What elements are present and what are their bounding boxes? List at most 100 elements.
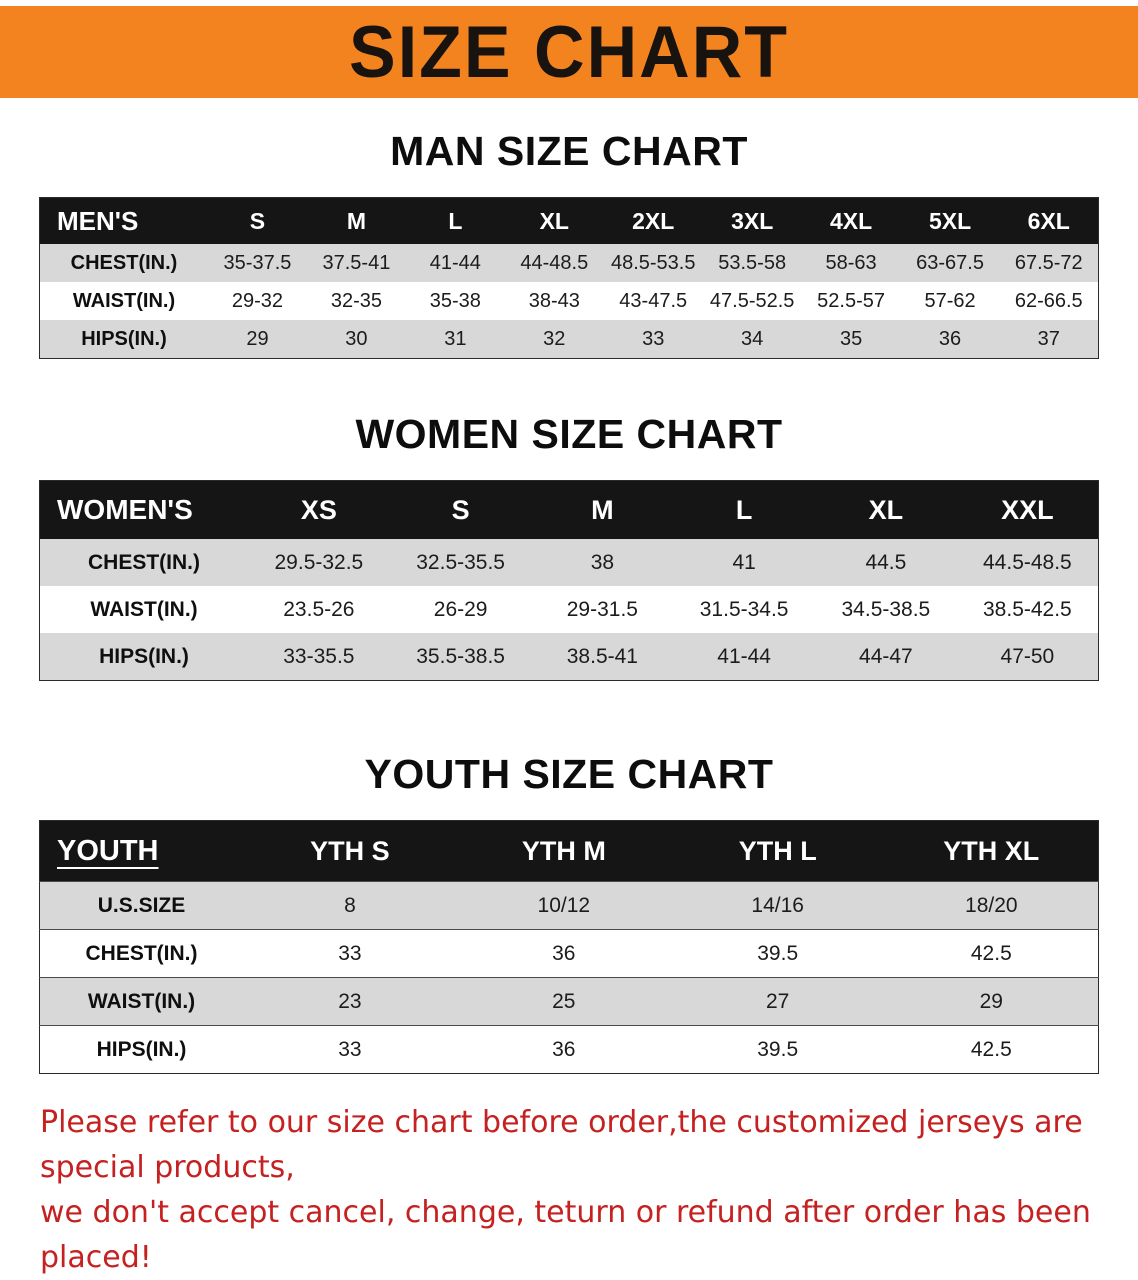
disclaimer-line-2: we don't accept cancel, change, teturn o… <box>40 1195 1091 1275</box>
table-title-cell: WOMEN'S <box>39 480 248 539</box>
column-header: M <box>306 197 406 244</box>
column-header: 2XL <box>603 197 703 244</box>
column-header: M <box>531 480 674 539</box>
table-cell: 31 <box>405 320 505 359</box>
banner: SIZE CHART <box>0 6 1138 98</box>
column-header: 5XL <box>900 197 1000 244</box>
table-cell: 27 <box>670 977 885 1026</box>
table-cell: 33 <box>243 929 457 978</box>
table-cell: 44-47 <box>815 633 957 681</box>
column-header: YTH XL <box>884 820 1099 882</box>
table-cell: 39.5 <box>670 929 885 978</box>
table-cell: 34 <box>702 320 802 359</box>
youth-section: YOUTH SIZE CHART YOUTH YTH S YTH M YTH L YTH… <box>0 751 1138 1074</box>
table-cell: 44-48.5 <box>504 244 604 282</box>
column-header: XS <box>248 480 390 539</box>
table-cell: 36 <box>900 320 1000 359</box>
men-size-table: MEN'S S M L XL 2XL 3XL 4XL 5XL 6XL CHEST(IN.) 35-37… <box>39 197 1099 359</box>
table-row: CHEST(IN.) 35-37.5 37.5-41 41-44 44-48.5 48.5… <box>39 244 1099 282</box>
table-cell: 31.5-34.5 <box>673 586 815 633</box>
column-header: XXL <box>956 480 1099 539</box>
table-cell: 37 <box>999 320 1099 359</box>
column-header: S <box>208 197 307 244</box>
column-header: 3XL <box>702 197 802 244</box>
table-cell: 41 <box>673 539 815 586</box>
table-row: HIPS(IN.) 29 30 31 32 33 34 35 36 37 <box>39 320 1099 359</box>
table-row: CHEST(IN.) 33 36 39.5 42.5 <box>39 929 1099 978</box>
table-cell: 38 <box>531 539 674 586</box>
table-cell: 25 <box>456 977 671 1026</box>
column-header: L <box>405 197 505 244</box>
table-cell: 35-37.5 <box>208 244 307 282</box>
table-cell: 37.5-41 <box>306 244 406 282</box>
row-label: HIPS(IN.) <box>39 633 248 681</box>
column-header: 6XL <box>999 197 1099 244</box>
table-cell: 35 <box>801 320 901 359</box>
table-cell: 62-66.5 <box>999 282 1099 320</box>
table-cell: 47-50 <box>956 633 1099 681</box>
table-cell: 38.5-41 <box>531 633 674 681</box>
table-cell: 41-44 <box>405 244 505 282</box>
table-cell: 29 <box>208 320 307 359</box>
table-cell: 26-29 <box>389 586 532 633</box>
column-header: XL <box>815 480 957 539</box>
men-section: MAN SIZE CHART MEN'S S M L XL 2XL 3XL 4XL 5XL 6XL… <box>0 128 1138 359</box>
table-cell: 57-62 <box>900 282 1000 320</box>
table-title-cell: YOUTH <box>39 820 243 882</box>
table-cell: 47.5-52.5 <box>702 282 802 320</box>
table-cell: 35.5-38.5 <box>389 633 532 681</box>
table-cell: 41-44 <box>673 633 815 681</box>
row-label: CHEST(IN.) <box>39 929 243 978</box>
table-cell: 42.5 <box>884 1025 1099 1074</box>
page-title: SIZE CHART <box>349 11 789 93</box>
row-label: HIPS(IN.) <box>39 320 208 359</box>
column-header: YTH M <box>456 820 671 882</box>
row-label: WAIST(IN.) <box>39 586 248 633</box>
table-cell: 35-38 <box>405 282 505 320</box>
table-row: HIPS(IN.) 33-35.5 35.5-38.5 38.5-41 41-44 44-… <box>39 633 1099 681</box>
table-cell: 33 <box>603 320 703 359</box>
row-label: CHEST(IN.) <box>39 244 208 282</box>
table-cell: 23.5-26 <box>248 586 390 633</box>
women-section: WOMEN SIZE CHART WOMEN'S XS S M L XL XXL CHEST(… <box>0 411 1138 681</box>
table-cell: 36 <box>456 929 671 978</box>
youth-section-heading: YOUTH SIZE CHART <box>364 751 774 797</box>
table-row: WAIST(IN.) 29-32 32-35 35-38 38-43 43-47.5 47.… <box>39 282 1099 320</box>
table-cell: 44.5-48.5 <box>956 539 1099 586</box>
table-cell: 33-35.5 <box>248 633 390 681</box>
women-size-table: WOMEN'S XS S M L XL XXL CHEST(IN.) 29.5-32.5 32.5… <box>39 480 1099 681</box>
disclaimer-line-1: Please refer to our size chart before or… <box>40 1105 1083 1185</box>
table-row: WAIST(IN.) 23.5-26 26-29 29-31.5 31.5-34.5 34… <box>39 586 1099 633</box>
row-label: WAIST(IN.) <box>39 282 208 320</box>
table-title-cell: MEN'S <box>39 197 208 244</box>
table-cell: 34.5-38.5 <box>815 586 957 633</box>
table-cell: 38-43 <box>504 282 604 320</box>
row-label: U.S.SIZE <box>39 881 243 930</box>
table-cell: 52.5-57 <box>801 282 901 320</box>
table-cell: 39.5 <box>670 1025 885 1074</box>
table-cell: 32.5-35.5 <box>389 539 532 586</box>
table-cell: 44.5 <box>815 539 957 586</box>
table-header-row: MEN'S S M L XL 2XL 3XL 4XL 5XL 6XL <box>39 197 1099 244</box>
table-header-row: WOMEN'S XS S M L XL XXL <box>39 480 1099 539</box>
table-cell: 36 <box>456 1025 671 1074</box>
table-cell: 42.5 <box>884 929 1099 978</box>
row-label: WAIST(IN.) <box>39 977 243 1026</box>
disclaimer: Please refer to our size chart before or… <box>40 1100 1118 1280</box>
column-header: YTH S <box>243 820 457 882</box>
women-section-heading: WOMEN SIZE CHART <box>355 411 783 457</box>
size-chart-page: SIZE CHART MAN SIZE CHART MEN'S S M L XL 2XL 3… <box>0 6 1138 1280</box>
table-cell: 30 <box>306 320 406 359</box>
row-label: CHEST(IN.) <box>39 539 248 586</box>
column-header: 4XL <box>801 197 901 244</box>
men-section-heading: MAN SIZE CHART <box>390 128 748 174</box>
table-header-row: YOUTH YTH S YTH M YTH L YTH XL <box>39 820 1099 882</box>
table-cell: 63-67.5 <box>900 244 1000 282</box>
table-cell: 48.5-53.5 <box>603 244 703 282</box>
table-cell: 29 <box>884 977 1099 1026</box>
table-cell: 29.5-32.5 <box>248 539 390 586</box>
table-cell: 32 <box>504 320 604 359</box>
table-cell: 29-32 <box>208 282 307 320</box>
table-cell: 53.5-58 <box>702 244 802 282</box>
table-cell: 29-31.5 <box>531 586 674 633</box>
